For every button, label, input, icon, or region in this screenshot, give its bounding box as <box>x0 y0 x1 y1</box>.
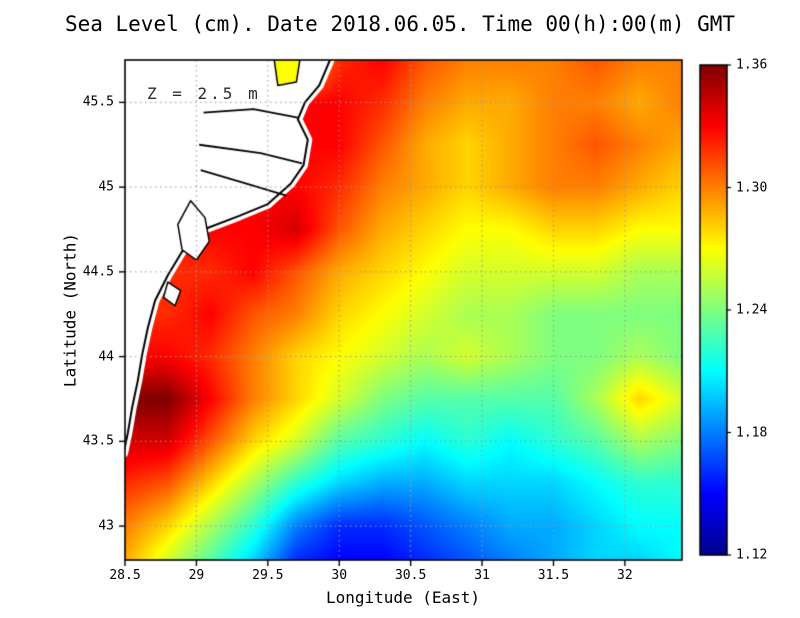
x-tick-label: 28.5 <box>109 568 141 583</box>
y-tick-label: 43.5 <box>82 433 114 449</box>
colorbar-tick-label: 1.36 <box>736 57 768 73</box>
x-axis-label: Longitude (East) <box>325 588 481 607</box>
x-tick-label: 30 <box>331 568 348 583</box>
x-tick-label: 30.5 <box>394 568 427 583</box>
x-tick-label: 31.5 <box>537 568 570 583</box>
x-tick-label: 31 <box>474 568 490 583</box>
chart-title: Sea Level (cm). Date 2018.06.05. Time 00… <box>64 12 736 36</box>
colorbar-tick-label: 1.18 <box>736 425 768 440</box>
y-tick-label: 45.5 <box>82 94 114 110</box>
x-tick-label: 29.5 <box>252 568 284 583</box>
x-tick-label: 32 <box>617 568 633 583</box>
y-tick-label: 44.5 <box>82 264 114 280</box>
depth-annotation: Z = 2.5 m <box>147 84 261 103</box>
y-axis-label: Latitude (North) <box>60 232 80 388</box>
colorbar-tick-label: 1.12 <box>736 547 768 563</box>
y-tick-label: 44 <box>98 349 114 365</box>
colorbar-tick-label: 1.24 <box>736 302 768 318</box>
x-tick-label: 29 <box>188 568 205 583</box>
y-tick-label: 43 <box>98 518 114 534</box>
y-tick-label: 45 <box>98 179 114 195</box>
colorbar-tick-label: 1.30 <box>736 180 768 195</box>
